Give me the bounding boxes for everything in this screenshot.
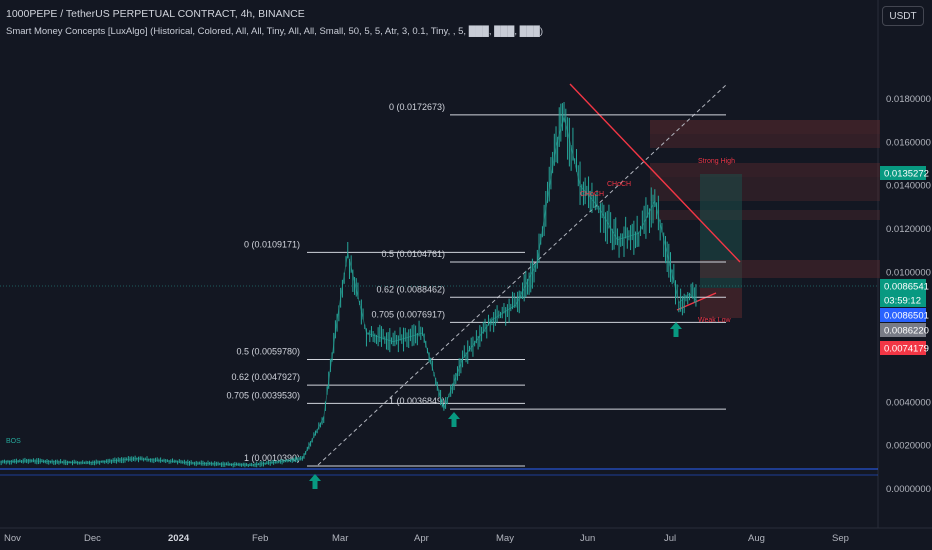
short-trendline — [676, 292, 717, 311]
descending-trendline — [569, 83, 741, 263]
structure-label: CHoCH — [607, 181, 631, 188]
fib-level-label: 0.5 (0.0059780) — [236, 346, 300, 356]
zone-box — [650, 177, 880, 189]
fib-level-label: 0.62 (0.0047927) — [231, 372, 300, 382]
price-tag: 0.0086220 — [880, 323, 929, 337]
fib-level-label: 1 (0.0036849) — [389, 396, 445, 406]
price-tag: 0.0086501 — [880, 308, 929, 322]
price-tag: 0.0074179 — [880, 341, 929, 355]
fib-level-label: 1 (0.0010390) — [244, 453, 300, 463]
zone-box — [650, 189, 880, 201]
zone-box — [700, 288, 742, 318]
svg-text:0.0086220: 0.0086220 — [884, 326, 929, 337]
candles-group — [0, 102, 697, 468]
fib-level-label: 0.705 (0.0076917) — [371, 309, 445, 319]
price-tag: 0.0135272 — [880, 166, 929, 180]
svg-text:0.0086541: 0.0086541 — [884, 282, 929, 293]
y-tick-label: 0.0040000 — [886, 397, 931, 408]
x-tick-label: Jun — [580, 533, 595, 544]
structure-label: Weak Low — [698, 317, 731, 324]
svg-text:0.0074179: 0.0074179 — [884, 344, 929, 355]
structure-label: BOS — [6, 438, 21, 445]
x-tick-label: Aug — [748, 533, 765, 544]
svg-text:03:59:12: 03:59:12 — [884, 296, 921, 307]
price-tag: 03:59:12 — [880, 293, 926, 307]
y-tick-label: 0.0140000 — [886, 181, 931, 192]
x-tick-label: Jul — [664, 533, 676, 544]
price-tag: 0.0086541 — [880, 279, 929, 293]
y-tick-label: 0.0000000 — [886, 484, 931, 495]
x-tick-label: Mar — [332, 533, 348, 544]
zone-box — [700, 174, 742, 288]
x-tick-label: Feb — [252, 533, 268, 544]
y-tick-label: 0.0160000 — [886, 137, 931, 148]
y-tick-label: 0.0120000 — [886, 224, 931, 235]
x-tick-label: Apr — [414, 533, 429, 544]
zone-box — [650, 134, 880, 148]
fib-level-label: 0 (0.0172673) — [389, 102, 445, 112]
x-tick-label: Sep — [832, 533, 849, 544]
structure-label: CHoCH — [580, 191, 604, 198]
zone-box — [650, 210, 880, 220]
svg-text:0.0135272: 0.0135272 — [884, 169, 929, 180]
up-arrow-icon — [309, 474, 321, 489]
up-arrow-icon — [448, 412, 460, 427]
price-path — [0, 116, 698, 466]
up-arrow-icon — [670, 322, 682, 337]
structure-label: Strong High — [698, 158, 735, 165]
fib-level-label: 0 (0.0109171) — [244, 239, 300, 249]
zone-box — [700, 260, 880, 278]
x-tick-label: May — [496, 533, 514, 544]
fib-level-label: 0.705 (0.0039530) — [226, 390, 300, 400]
x-tick-label: 2024 — [168, 533, 190, 544]
zones-group — [650, 120, 880, 318]
svg-text:0.0086501: 0.0086501 — [884, 311, 929, 322]
diagonal-dashed-trendline — [317, 84, 727, 466]
chart-title: 1000PEPE / TetherUS PERPETUAL CONTRACT, … — [6, 8, 305, 20]
zone-box — [650, 120, 880, 134]
y-tick-label: 0.0100000 — [886, 267, 931, 278]
currency-button[interactable]: USDT — [882, 6, 924, 26]
x-tick-label: Nov — [4, 533, 21, 544]
fib-level-label: 0.5 (0.0104761) — [381, 249, 445, 259]
y-tick-label: 0.0180000 — [886, 94, 931, 105]
x-tick-label: Dec — [84, 533, 101, 544]
fib-level-label: 0.62 (0.0088462) — [376, 284, 445, 294]
zone-box — [650, 163, 880, 177]
y-tick-label: 0.0020000 — [886, 441, 931, 452]
indicator-legend[interactable]: Smart Money Concepts [LuxAlgo] (Historic… — [6, 26, 544, 37]
